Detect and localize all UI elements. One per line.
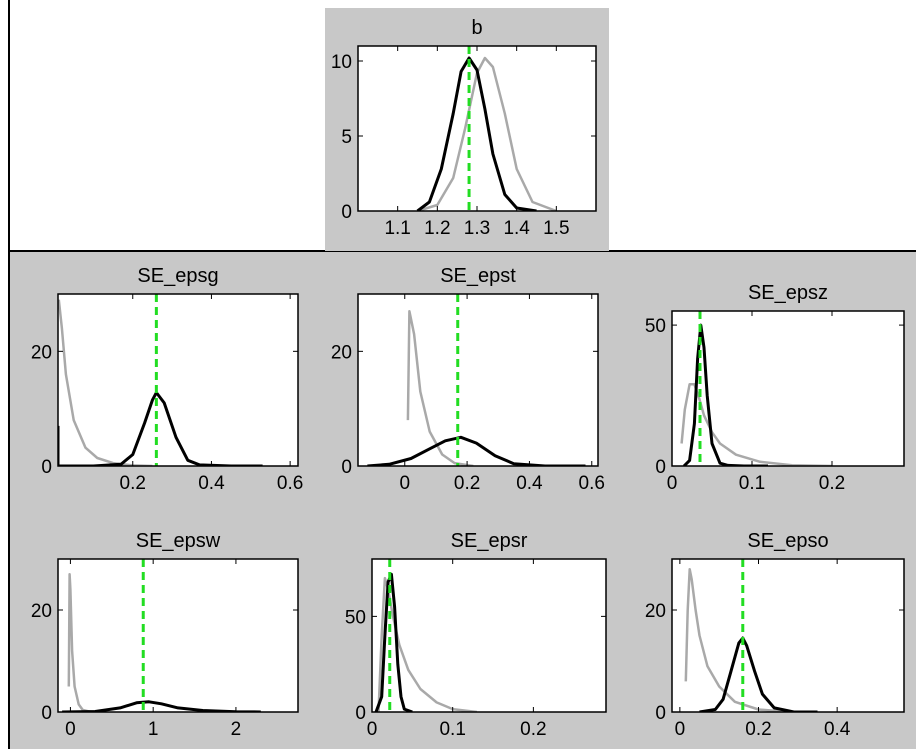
x-tick-label: 1.5 (543, 218, 569, 239)
x-tick-label: 1 (148, 719, 159, 740)
y-tick-label: 0 (655, 457, 666, 478)
x-tick-label: 0.1 (739, 473, 765, 494)
y-tick-label: 0 (41, 703, 52, 724)
x-tick-label: 0.2 (819, 473, 845, 494)
y-tick-label: 0 (341, 202, 352, 223)
x-tick-label: 0.2 (454, 473, 480, 494)
x-tick-label: 0 (675, 719, 686, 740)
x-tick-label: 0.6 (277, 473, 303, 494)
y-tick-label: 20 (331, 342, 352, 363)
plot-lines (367, 294, 586, 466)
axes-frame (57, 558, 299, 713)
panel-se-epsg: 0.2 0.4 0.6 0 20 SE_epsg (31, 265, 303, 494)
x-tick-label: 0 (367, 719, 378, 740)
posterior-density-line (58, 391, 263, 466)
axes-frame (357, 293, 599, 467)
plot-area (58, 294, 298, 466)
y-tick-label: 0 (341, 457, 352, 478)
y-tick-label: 20 (645, 601, 666, 622)
x-tick-label: 0 (667, 473, 678, 494)
y-tick-label: 50 (345, 607, 366, 628)
y-tick-label: 20 (31, 342, 52, 363)
posterior-density-line (374, 572, 413, 712)
x-tick-label: 0.4 (824, 719, 851, 740)
y-tick-label: 20 (31, 601, 52, 622)
y-tick-label: 5 (341, 127, 352, 148)
prior-density-line (67, 573, 92, 712)
panel-title: SE_epst (440, 265, 516, 287)
plot-lines (416, 46, 557, 211)
prior-density-line (680, 383, 833, 466)
panel-se-epsr: 0 0.1 0.2 0 50 SE_epsr (345, 530, 607, 740)
prior-density-line (58, 299, 153, 466)
panel-title: SE_epsg (137, 265, 218, 287)
x-tick-label: 0.6 (579, 473, 605, 494)
panel-title: b (471, 17, 482, 39)
posterior-density-line (699, 636, 818, 712)
plot-area (672, 559, 904, 712)
x-tick-label: 1.3 (464, 218, 490, 239)
plot-lines (374, 559, 478, 712)
axes-frame (371, 558, 607, 713)
panel-title: SE_epsr (451, 530, 528, 552)
panel-se-epso: 0 0.2 0.4 0 20 SE_epso (645, 530, 905, 740)
panel-se-epst: 0 0.2 0.4 0.6 0 20 SE_epst (331, 265, 605, 494)
posterior-density-line (62, 700, 261, 712)
x-tick-label: 1.4 (503, 218, 530, 239)
axes-frame (671, 558, 905, 713)
plot-area (58, 559, 298, 712)
x-tick-label: 0.1 (439, 719, 465, 740)
x-tick-label: 0.2 (745, 719, 771, 740)
axes-frame (671, 310, 905, 467)
y-tick-label: 0 (41, 457, 52, 478)
panel-se-epsz: 0 0.1 0.2 0 50 SE_epsz (645, 282, 905, 494)
prior-density-line (417, 56, 557, 211)
axes-frame (57, 293, 299, 467)
plot-area (358, 294, 598, 466)
y-tick-label: 50 (645, 316, 666, 337)
plot-lines (58, 294, 263, 466)
x-tick-label: 0.4 (516, 473, 543, 494)
x-tick-label: 0.4 (198, 473, 225, 494)
prior-density-line (406, 309, 474, 466)
plot-lines (62, 559, 261, 712)
posterior-density-line (416, 56, 537, 211)
x-tick-label: 0 (65, 719, 76, 740)
x-tick-label: 0.2 (520, 719, 546, 740)
panel-title: SE_epsw (136, 530, 221, 552)
panel-title: SE_epsz (748, 282, 828, 304)
panel-title: SE_epso (747, 530, 828, 552)
x-tick-label: 1.2 (424, 218, 450, 239)
x-tick-label: 0 (399, 473, 410, 494)
x-tick-label: 2 (231, 719, 242, 740)
y-tick-label: 10 (331, 52, 352, 73)
posterior-density-line (367, 435, 586, 466)
y-tick-label: 0 (655, 703, 666, 724)
y-tick-label: 0 (355, 703, 366, 724)
plot-lines (684, 559, 818, 712)
plot-area (372, 559, 606, 712)
x-tick-label: 0.2 (120, 473, 146, 494)
x-tick-label: 1.1 (384, 218, 410, 239)
panel-b: 1.1 1.2 1.3 1.4 1.5 0 5 10 b (331, 17, 597, 239)
prior-density-line (377, 576, 478, 712)
